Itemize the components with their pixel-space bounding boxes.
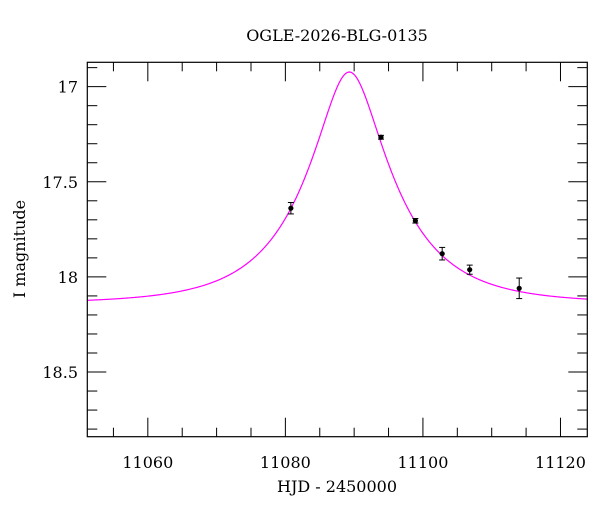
x-axis-label: HJD - 2450000 <box>277 477 397 496</box>
data-point <box>439 246 446 261</box>
data-point <box>412 217 419 224</box>
data-marker <box>439 251 445 257</box>
x-tick-label: 11060 <box>122 453 173 472</box>
data-point <box>516 277 523 300</box>
axis-ticks <box>87 62 588 437</box>
data-marker <box>378 134 384 140</box>
data-marker <box>516 285 522 291</box>
data-marker <box>467 267 473 273</box>
y-tick-label: 17.5 <box>42 173 78 192</box>
y-tick-labels: 17 17.5 18 18.5 <box>42 78 78 382</box>
data-marker <box>288 205 294 211</box>
y-tick-label: 17 <box>58 78 78 97</box>
x-tick-label: 11080 <box>260 453 311 472</box>
plot-area <box>87 71 588 301</box>
y-axis-label: I magnitude <box>10 200 29 298</box>
x-tick-label: 11120 <box>535 453 586 472</box>
chart-title: OGLE-2026-BLG-0135 <box>246 26 428 45</box>
x-tick-label: 11100 <box>397 453 448 472</box>
model-curve <box>87 71 588 301</box>
data-point <box>287 202 294 215</box>
data-point <box>466 264 473 275</box>
y-tick-label: 18.5 <box>42 363 78 382</box>
plot-frame <box>86 61 588 438</box>
y-tick-label: 18 <box>58 268 78 287</box>
data-point <box>377 134 384 140</box>
x-tick-labels: 11060 11080 11100 11120 <box>122 453 586 472</box>
data-marker <box>412 218 418 224</box>
